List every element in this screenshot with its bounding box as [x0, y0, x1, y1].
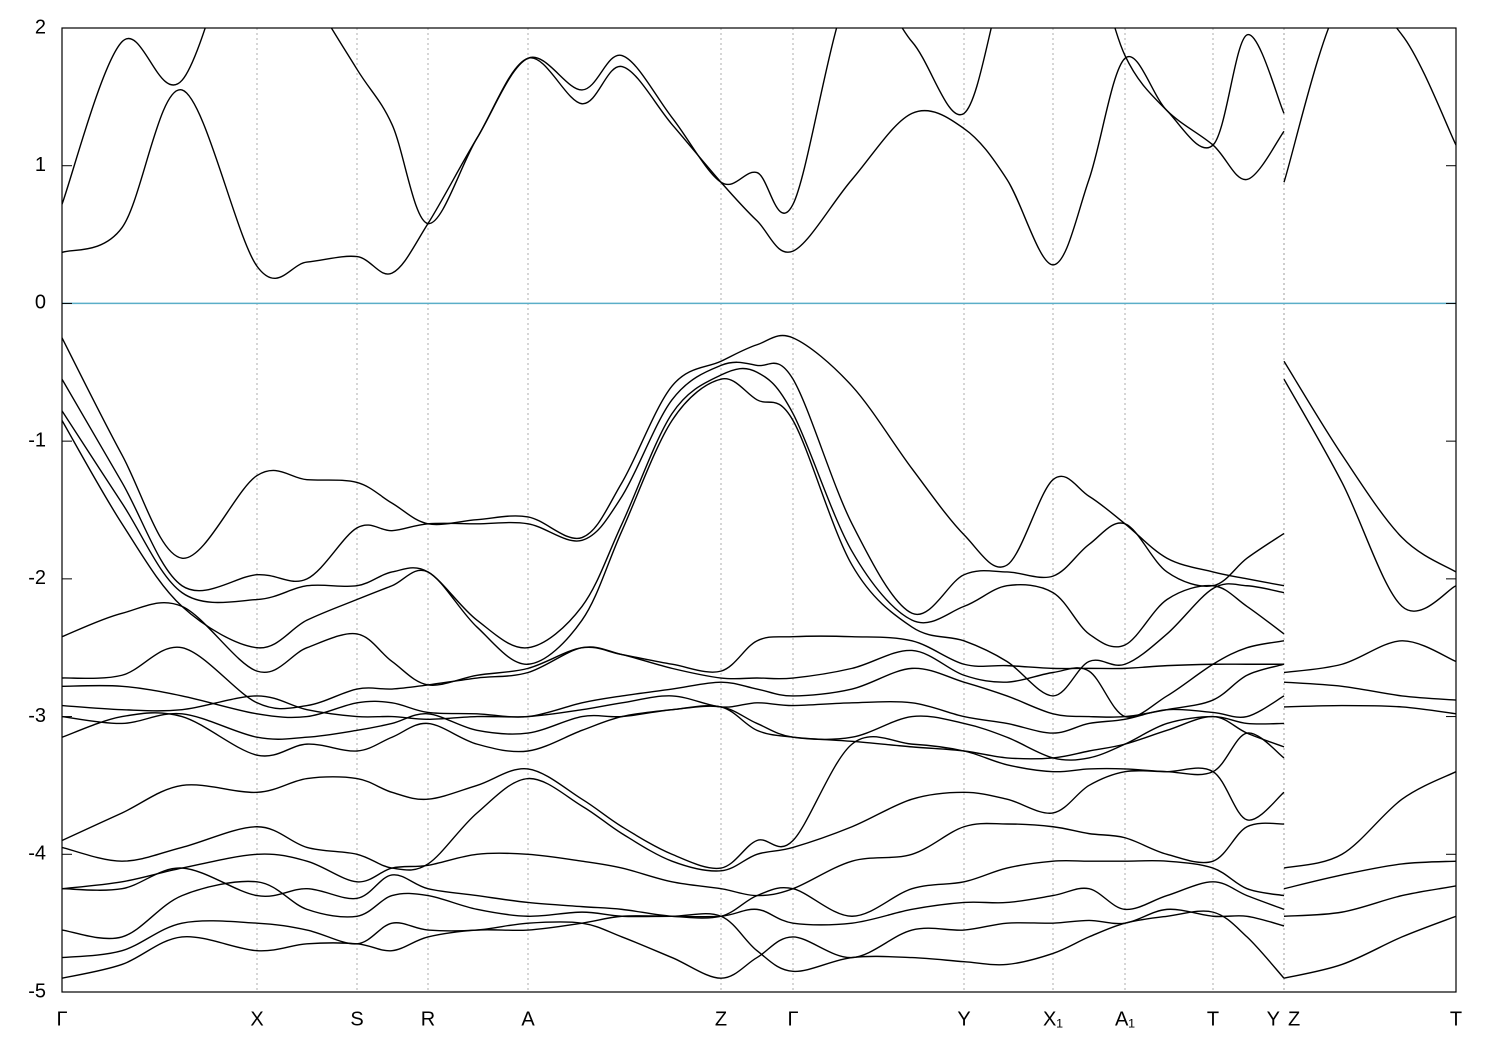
x-tick-label: Y: [957, 1008, 970, 1030]
band-line: [62, 640, 1456, 869]
axes: 210-1-2-3-4-5Γ X S R A Z Γ Y X₁ A₁ T Y Z T: [28, 16, 1462, 1030]
x-tick-label: Z: [1288, 1008, 1300, 1030]
y-tick-label: -1: [28, 429, 46, 451]
band-line: [62, 908, 1285, 979]
band-line: [62, 704, 1285, 760]
x-tick-label: X: [250, 1008, 263, 1030]
x-tick-label: Z: [715, 1008, 727, 1030]
band-line: [62, 910, 1285, 979]
band-line: [62, 695, 1456, 917]
band-line: [62, 732, 1285, 870]
x-tick-label: X₁: [1043, 1008, 1063, 1030]
band-line: [62, 822, 1285, 897]
x-tick-label: A: [521, 1008, 535, 1030]
x-tick-label: T: [1207, 1008, 1219, 1030]
x-tick-label: R: [421, 1008, 435, 1030]
bands: [62, 28, 1456, 979]
y-tick-label: -4: [28, 843, 46, 865]
grid: [62, 28, 1456, 992]
plot-frame: [61, 27, 1457, 993]
x-tick-label: S: [350, 1008, 363, 1030]
band-line: [62, 602, 1456, 715]
y-tick-label: -2: [28, 567, 46, 589]
band-line: [62, 28, 1456, 280]
band-line: [62, 361, 1456, 616]
band-line: [62, 367, 1456, 674]
band-line: [62, 663, 1456, 890]
band-line: [62, 28, 1285, 225]
band-line: [62, 767, 1285, 872]
band-line: [62, 859, 1285, 919]
x-tick-label: Y: [1267, 1008, 1280, 1030]
y-tick-label: 2: [35, 16, 46, 38]
x-tick-label: Γ: [787, 1008, 798, 1030]
y-tick-label: -3: [28, 705, 46, 727]
band-line: [62, 334, 1456, 587]
band-line: [62, 880, 1285, 940]
x-tick-label: T: [1450, 1008, 1462, 1030]
x-tick-label: Γ: [56, 1008, 67, 1030]
y-tick-label: -5: [28, 980, 46, 1002]
y-tick-label: 0: [35, 292, 46, 314]
y-tick-label: 1: [35, 154, 46, 176]
x-tick-label: A₁: [1115, 1008, 1135, 1030]
band-line: [62, 378, 1456, 701]
